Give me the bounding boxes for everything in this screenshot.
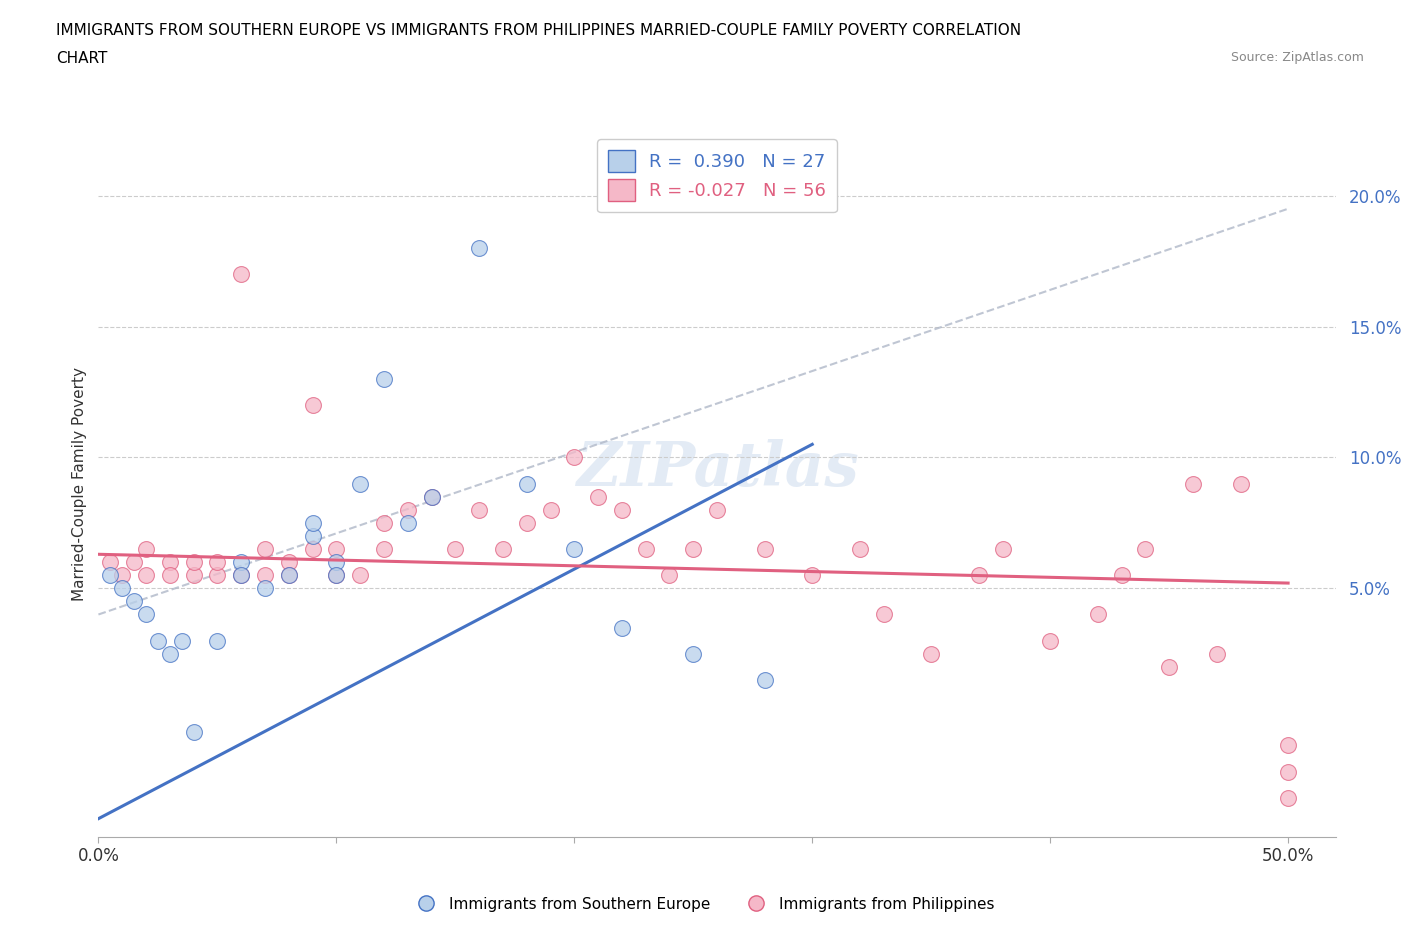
Point [682,541,704,556]
Point [1039,633,1062,648]
Point [122,554,145,569]
Point [135,607,157,622]
Point [872,607,894,622]
Point [207,568,229,583]
Point [1277,737,1299,752]
Point [207,633,229,648]
Point [1229,476,1251,491]
Point [325,568,347,583]
Point [540,502,562,517]
Point [468,502,491,517]
Point [159,646,181,661]
Point [277,568,299,583]
Text: Source: ZipAtlas.com: Source: ZipAtlas.com [1230,51,1364,64]
Point [1135,541,1157,556]
Point [586,489,609,504]
Point [135,568,157,583]
Point [231,267,253,282]
Text: ZIPatlas: ZIPatlas [575,440,859,499]
Point [170,633,193,648]
Point [1111,568,1133,583]
Point [610,620,633,635]
Point [135,541,157,556]
Point [231,568,253,583]
Text: IMMIGRANTS FROM SOUTHERN EUROPE VS IMMIGRANTS FROM PHILIPPINES MARRIED-COUPLE FA: IMMIGRANTS FROM SOUTHERN EUROPE VS IMMIG… [56,23,1021,38]
Point [1205,646,1227,661]
Point [396,502,419,517]
Point [301,515,323,530]
Point [277,554,299,569]
Point [301,398,323,413]
Point [253,541,276,556]
Point [183,554,205,569]
Point [468,241,491,256]
Point [301,528,323,543]
Point [516,515,538,530]
Point [849,541,872,556]
Point [1277,764,1299,779]
Point [1087,607,1109,622]
Point [183,568,205,583]
Point [610,502,633,517]
Text: CHART: CHART [56,51,108,66]
Point [325,541,347,556]
Point [682,646,704,661]
Point [146,633,169,648]
Point [492,541,515,556]
Point [253,568,276,583]
Point [349,476,371,491]
Point [658,568,681,583]
Point [207,554,229,569]
Point [122,594,145,609]
Point [1277,790,1299,805]
Point [98,554,121,569]
Point [373,515,395,530]
Point [420,489,443,504]
Point [159,554,181,569]
Y-axis label: Married-Couple Family Poverty: Married-Couple Family Poverty [72,366,87,601]
Point [231,568,253,583]
Point [325,568,347,583]
Point [396,515,419,530]
Point [1159,659,1181,674]
Point [349,568,371,583]
Point [420,489,443,504]
Point [801,568,824,583]
Point [301,541,323,556]
Point [967,568,990,583]
Point [444,541,467,556]
Point [920,646,942,661]
Point [231,554,253,569]
Point [516,476,538,491]
Point [111,581,134,596]
Legend: Immigrants from Southern Europe, Immigrants from Philippines: Immigrants from Southern Europe, Immigra… [405,891,1001,918]
Point [754,672,776,687]
Point [562,450,585,465]
Legend: R =  0.390   N = 27, R = -0.027   N = 56: R = 0.390 N = 27, R = -0.027 N = 56 [598,140,837,212]
Point [253,581,276,596]
Point [706,502,728,517]
Point [634,541,657,556]
Point [1181,476,1204,491]
Point [325,554,347,569]
Point [562,541,585,556]
Point [277,568,299,583]
Point [111,568,134,583]
Point [754,541,776,556]
Point [98,568,121,583]
Point [991,541,1014,556]
Point [373,371,395,386]
Point [159,568,181,583]
Point [373,541,395,556]
Point [183,724,205,739]
